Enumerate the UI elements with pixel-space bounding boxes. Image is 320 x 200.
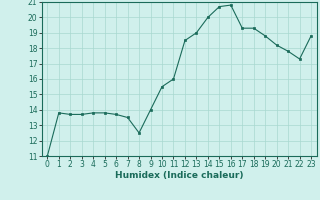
X-axis label: Humidex (Indice chaleur): Humidex (Indice chaleur) [115,171,244,180]
